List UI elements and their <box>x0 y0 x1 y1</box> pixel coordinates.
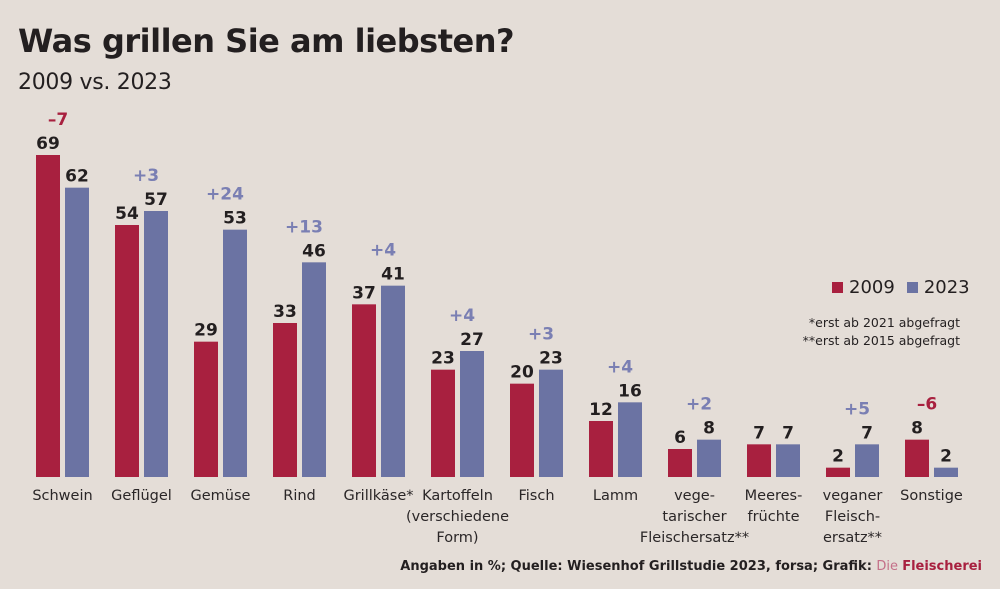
category-label: tarischer <box>662 509 726 525</box>
bar-2009 <box>431 369 455 477</box>
delta-label: +5 <box>844 399 870 419</box>
delta-label: +2 <box>686 395 712 415</box>
legend-swatch-2023 <box>906 282 918 293</box>
value-label-2023: 46 <box>302 241 326 261</box>
bar-2009 <box>36 155 60 477</box>
value-label-2009: 7 <box>753 423 765 443</box>
value-label-2009: 69 <box>36 134 60 154</box>
category-label: veganer <box>823 488 883 504</box>
delta-label: +4 <box>449 306 475 326</box>
bar-2023 <box>855 444 879 477</box>
value-label-2009: 6 <box>674 428 686 448</box>
bar-2023 <box>934 467 958 477</box>
value-label-2023: 62 <box>65 167 89 187</box>
footnotes: *erst ab 2021 abgefragt **erst ab 2015 a… <box>803 314 960 350</box>
category-label: Form) <box>436 530 478 546</box>
delta-label: +4 <box>370 241 396 261</box>
delta-label: +4 <box>607 357 633 377</box>
delta-label: –7 <box>48 110 68 130</box>
delta-label: +13 <box>285 217 323 237</box>
category-label: vege- <box>674 488 715 504</box>
bar-2023 <box>65 187 89 477</box>
value-label-2023: 53 <box>223 209 247 229</box>
category-label: früchte <box>747 509 799 525</box>
category-label: (verschiedene <box>406 509 509 525</box>
value-label-2009: 54 <box>115 204 139 224</box>
source-text: Angaben in %; Quelle: Wiesenhof Grillstu… <box>400 559 877 574</box>
value-label-2023: 57 <box>144 190 168 210</box>
value-label-2023: 7 <box>861 423 873 443</box>
bar-2009 <box>589 421 613 477</box>
legend-item-2009: 2009 <box>832 277 895 298</box>
category-label: Sonstige <box>900 488 963 504</box>
brand-name: Fleischerei <box>902 559 982 574</box>
category-label: Fleischersatz** <box>640 530 749 546</box>
category-label: Meeres- <box>745 488 803 504</box>
delta-label: –6 <box>917 395 937 415</box>
bar-2009 <box>115 225 139 477</box>
value-label-2023: 23 <box>539 349 563 369</box>
value-label-2009: 37 <box>352 283 376 303</box>
value-label-2009: 29 <box>194 321 218 341</box>
source-line: Angaben in %; Quelle: Wiesenhof Grillstu… <box>400 559 982 574</box>
value-label-2023: 7 <box>782 423 794 443</box>
legend-label-2023: 2023 <box>923 277 970 298</box>
value-label-2023: 41 <box>381 265 405 285</box>
value-label-2009: 20 <box>510 363 534 383</box>
legend-swatch-2009 <box>832 282 843 293</box>
brand-prefix: Die <box>876 559 903 574</box>
footnote-2: **erst ab 2015 abgefragt <box>802 333 960 348</box>
bar-2009 <box>273 323 297 477</box>
value-label-2009: 8 <box>911 419 923 439</box>
bar-2023 <box>539 369 563 477</box>
bar-2023 <box>302 262 326 477</box>
category-label: Geflügel <box>111 488 172 504</box>
bar-2009 <box>826 467 850 477</box>
category-label: Kartoffeln <box>422 488 493 504</box>
category-label: Fisch <box>518 488 554 504</box>
footnote-1: *erst ab 2021 abgefragt <box>808 315 960 330</box>
bar-2009 <box>747 444 771 477</box>
chart-title: Was grillen Sie am liebsten? <box>18 22 515 60</box>
bar-2009 <box>510 383 534 477</box>
bar-2009 <box>194 341 218 477</box>
value-label-2023: 16 <box>618 381 642 401</box>
bar-2023 <box>460 351 484 477</box>
bar-2009 <box>668 449 692 477</box>
legend-label-2009: 2009 <box>849 277 895 298</box>
delta-label: +24 <box>206 185 244 205</box>
legend-item-2023: 2023 <box>906 277 970 298</box>
category-label: Lamm <box>593 488 638 504</box>
category-label: Gemüse <box>191 488 251 504</box>
value-label-2023: 8 <box>703 419 715 439</box>
value-label-2009: 2 <box>832 447 844 467</box>
value-label-2009: 12 <box>589 400 613 420</box>
value-label-2023: 2 <box>940 447 952 467</box>
category-label: Fleisch- <box>825 509 880 525</box>
bar-2009 <box>352 304 376 477</box>
delta-label: +3 <box>133 166 159 186</box>
bar-2023 <box>223 229 247 477</box>
bar-2023 <box>618 402 642 477</box>
value-label-2023: 27 <box>460 330 484 350</box>
bar-2009 <box>905 439 929 477</box>
category-label: Rind <box>283 488 316 504</box>
category-label: Schwein <box>32 488 92 504</box>
value-label-2009: 23 <box>431 349 455 369</box>
delta-label: +3 <box>528 325 554 345</box>
category-label: ersatz** <box>823 530 882 546</box>
category-label: Grillkäse* <box>343 488 413 504</box>
bar-2023 <box>697 439 721 477</box>
bar-2023 <box>381 285 405 477</box>
value-label-2009: 33 <box>273 302 297 322</box>
chart-subtitle: 2009 vs. 2023 <box>18 70 172 95</box>
legend: 2009 2023 <box>832 277 976 298</box>
bar-2023 <box>144 211 168 477</box>
bar-2023 <box>776 444 800 477</box>
